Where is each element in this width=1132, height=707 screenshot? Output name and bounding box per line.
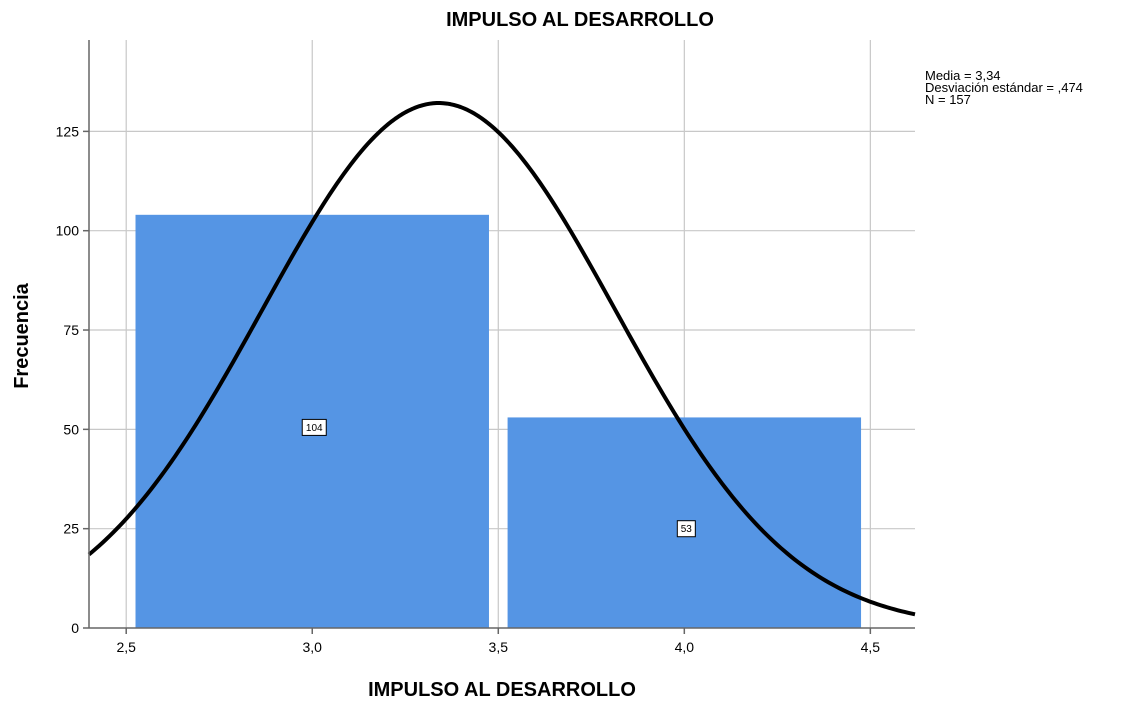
x-tick-label-3: 4,0	[675, 639, 695, 655]
stats-line-1: Desviación estándar = ,474	[925, 80, 1083, 95]
bar-label-box-0	[301, 418, 327, 436]
chart-title: IMPULSO AL DESARROLLO	[446, 9, 714, 31]
y-axis-title: Frecuencia	[11, 282, 33, 388]
normal-curve-layer	[87, 101, 916, 617]
x-tick-label-4: 4,5	[861, 639, 881, 655]
stats-line-2: N = 157	[925, 92, 971, 107]
x-axis-title: IMPULSO AL DESARROLLO	[368, 679, 636, 701]
y-tick-label-0: 0	[71, 620, 79, 636]
x-tick-label-0: 2,5	[116, 639, 136, 655]
normal-curve	[87, 101, 916, 617]
bar-label-1: 53	[681, 524, 693, 535]
y-tick-label-4: 100	[56, 223, 80, 239]
bar-labels: 104 53	[301, 418, 696, 538]
tick-labels: 0 25 50 75 100 125 2,5 3,0 3,5 4,0 4,5	[56, 123, 881, 655]
y-tick-label-2: 50	[63, 421, 79, 437]
bar-label-0: 104	[306, 423, 323, 434]
y-tick-label-5: 125	[56, 123, 80, 139]
stats-line-0: Media = 3,34	[925, 68, 1001, 83]
x-tick-label-1: 3,0	[303, 639, 323, 655]
bar-label-box-1	[676, 520, 696, 538]
y-tick-label-1: 25	[63, 521, 79, 537]
axes	[83, 40, 915, 634]
y-tick-label-3: 75	[63, 322, 79, 338]
x-tick-label-2: 3,5	[489, 639, 509, 655]
bars	[135, 214, 862, 629]
